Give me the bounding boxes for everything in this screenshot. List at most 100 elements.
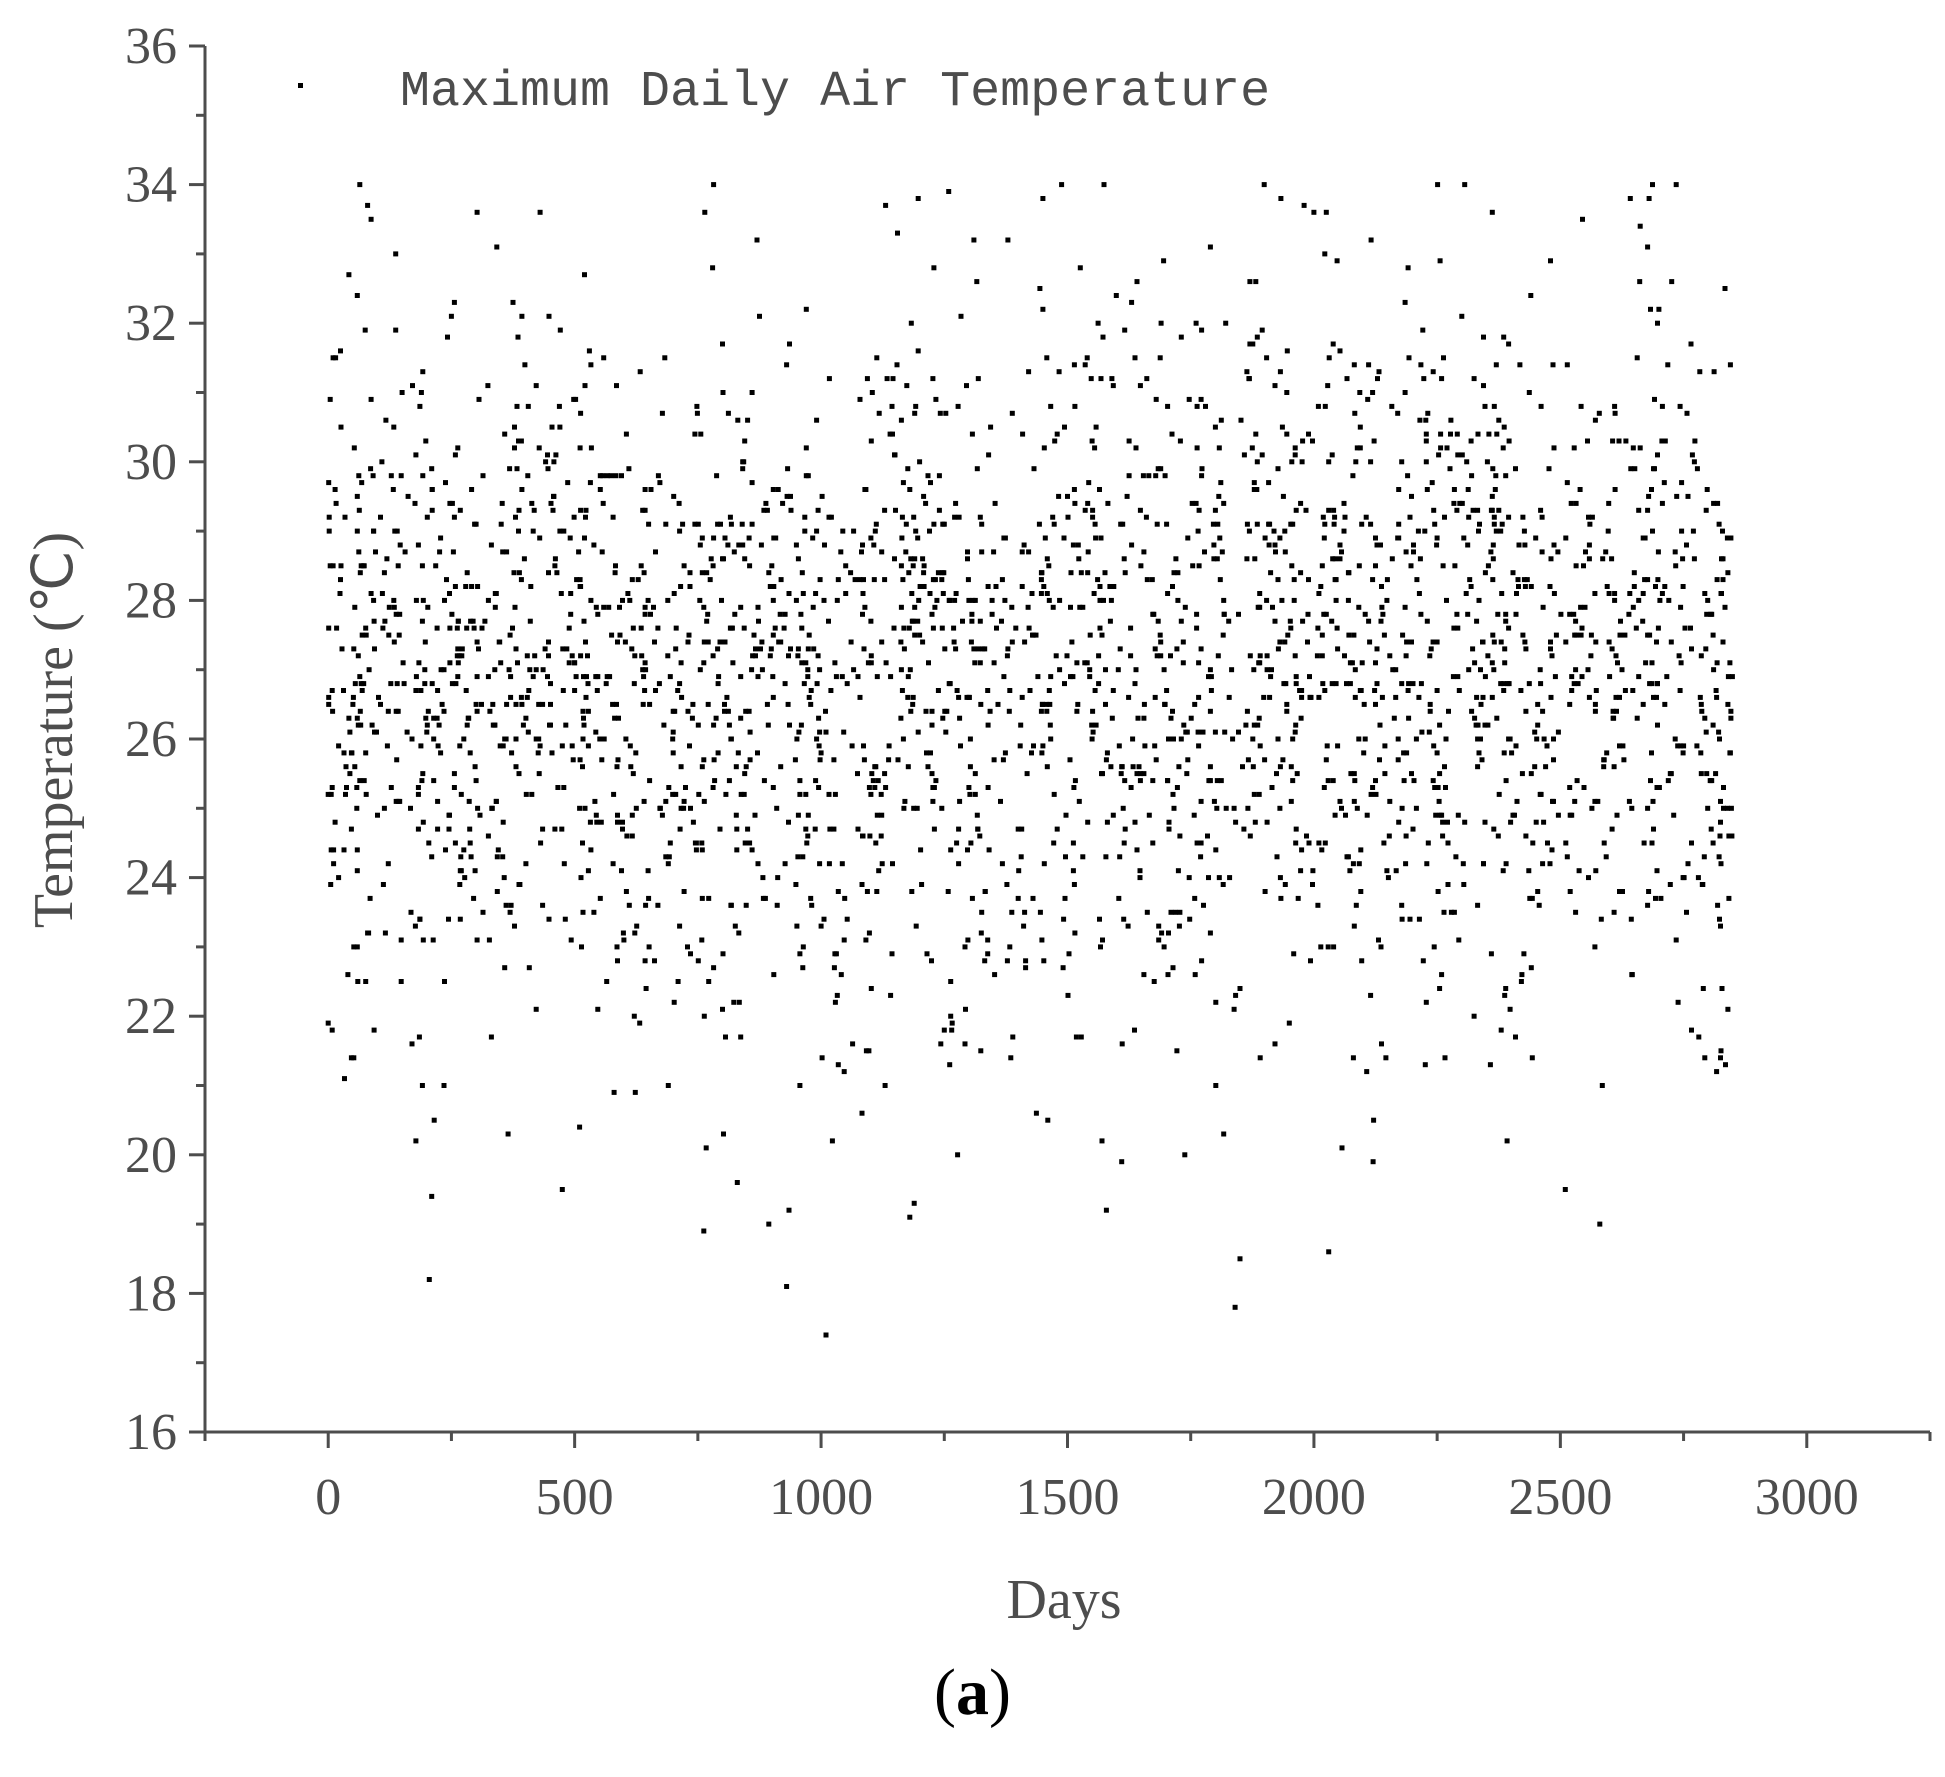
data-point <box>911 1200 917 1206</box>
data-point <box>1266 542 1272 548</box>
data-point <box>701 757 707 763</box>
data-point <box>1141 972 1147 978</box>
data-point <box>1118 521 1124 527</box>
data-point <box>1061 916 1067 922</box>
data-point <box>1402 604 1408 610</box>
data-point <box>1393 868 1399 874</box>
data-point <box>675 688 681 693</box>
data-point <box>999 861 1005 867</box>
data-point <box>1245 805 1251 811</box>
data-point <box>778 639 784 645</box>
data-point <box>1293 722 1299 728</box>
data-point <box>569 653 575 659</box>
data-point <box>1121 916 1127 922</box>
data-point <box>974 466 980 472</box>
data-point <box>526 965 532 971</box>
data-point <box>1423 459 1429 465</box>
data-point <box>756 618 761 624</box>
data-point <box>1631 570 1637 576</box>
data-point <box>1655 722 1660 728</box>
data-point <box>1432 785 1438 790</box>
data-point <box>706 895 712 901</box>
data-point <box>1072 403 1078 409</box>
data-point <box>1718 1048 1724 1054</box>
data-point <box>1275 736 1281 742</box>
data-point <box>1354 445 1360 451</box>
data-point <box>728 902 734 908</box>
data-point <box>609 632 615 638</box>
data-point <box>363 791 369 797</box>
data-point <box>1402 390 1408 395</box>
data-point <box>653 549 658 555</box>
data-point <box>417 403 423 409</box>
data-point <box>593 729 599 735</box>
data-point <box>554 570 560 576</box>
data-point <box>1060 965 1066 971</box>
data-point <box>399 390 405 395</box>
data-point <box>551 459 557 465</box>
data-point <box>1168 715 1174 721</box>
data-point <box>1166 736 1171 742</box>
data-point <box>492 722 498 728</box>
data-point <box>1606 591 1612 596</box>
data-point <box>855 674 861 680</box>
data-point <box>1501 681 1507 687</box>
data-point <box>1530 840 1536 846</box>
data-point <box>1653 895 1658 901</box>
data-point <box>1724 805 1730 811</box>
data-point <box>424 729 430 735</box>
data-point <box>1434 688 1440 693</box>
data-point <box>941 1027 947 1033</box>
data-point <box>1221 500 1227 506</box>
data-point <box>1593 868 1599 874</box>
data-point <box>1655 549 1661 555</box>
data-point <box>397 542 403 548</box>
data-point <box>1407 514 1413 520</box>
data-point <box>1601 840 1607 846</box>
data-point <box>1592 798 1598 804</box>
data-point <box>464 722 470 728</box>
data-point <box>1090 507 1096 513</box>
data-point <box>1251 480 1257 486</box>
data-point <box>692 431 698 437</box>
data-point <box>952 597 958 603</box>
data-point <box>1135 715 1141 721</box>
data-point <box>1134 847 1140 853</box>
data-point <box>410 383 415 389</box>
data-point <box>659 812 665 818</box>
data-point <box>788 646 793 652</box>
data-point <box>1722 604 1728 610</box>
data-point <box>1095 320 1101 326</box>
data-point <box>673 791 679 797</box>
data-point <box>1321 535 1327 541</box>
data-point <box>1199 473 1205 479</box>
data-point <box>900 480 906 486</box>
data-point <box>1064 653 1070 659</box>
data-point <box>1322 521 1328 527</box>
data-point <box>861 646 867 652</box>
data-point <box>1128 653 1134 659</box>
data-point <box>1144 376 1150 382</box>
data-point <box>681 889 687 894</box>
data-point <box>879 639 885 645</box>
data-point <box>957 798 963 804</box>
data-point <box>1460 861 1466 867</box>
data-point <box>725 410 731 416</box>
data-point <box>1520 632 1526 638</box>
data-point <box>831 965 837 971</box>
data-point <box>1589 805 1595 811</box>
data-point <box>851 528 857 534</box>
data-point <box>1345 570 1351 576</box>
data-point <box>1063 812 1069 818</box>
data-point <box>1180 639 1186 645</box>
data-point <box>667 840 673 846</box>
data-point <box>725 542 731 548</box>
data-point <box>734 847 740 853</box>
data-point <box>1613 653 1619 659</box>
data-point <box>1072 500 1078 506</box>
data-point <box>1244 708 1250 714</box>
data-point <box>434 625 440 631</box>
data-point <box>1247 833 1253 839</box>
data-point <box>672 708 678 714</box>
